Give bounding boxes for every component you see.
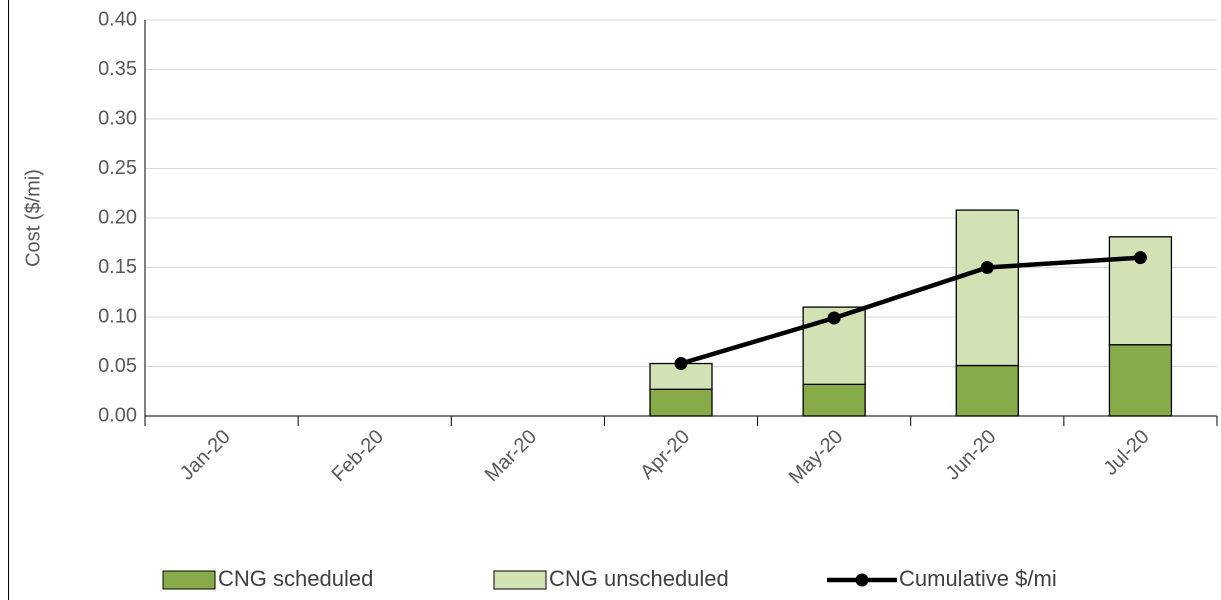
line-marker [980,261,994,274]
legend-label: CNG unscheduled [549,566,729,591]
y-axis-label: Cost ($/mi) [22,169,44,267]
legend-swatch [162,570,216,590]
legend-label: CNG scheduled [218,566,373,591]
line [680,255,1141,366]
x-tick-label: Jul-20 [1100,426,1154,480]
legend-marker [855,573,869,587]
y-tick-label: 0.00 [98,404,137,426]
bar [1108,236,1173,346]
y-tick-label: 0.25 [98,157,137,179]
line-marker [674,357,688,371]
line-marker [1133,251,1147,265]
x-tick-label: Jan-20 [176,426,235,485]
y-tick-label: 0.35 [98,58,137,80]
y-tick-label: 0.10 [98,305,137,327]
bar [649,388,713,417]
bar [802,383,866,417]
x-tick-label: Mar-20 [481,426,541,486]
x-tick-label: Apr-20 [636,426,694,484]
x-tick-label: May-20 [785,426,848,489]
x-tick-label: Jun-20 [942,426,1001,485]
line-marker [827,311,841,325]
y-tick-label: 0.05 [98,355,137,377]
bar [1108,344,1173,417]
bar [955,364,1019,417]
y-tick-label: 0.40 [98,8,137,30]
bar [955,209,1019,367]
y-tick-label: 0.20 [98,206,137,228]
legend-swatch [493,570,547,590]
chart-border [8,0,9,600]
x-tick-label: Feb-20 [328,426,388,486]
y-tick-label: 0.15 [98,256,137,278]
legend: CNG scheduled CNG unscheduled Cumulative $… [162,566,1057,591]
y-tick-label: 0.30 [98,107,137,129]
legend-label: Cumulative $/mi [899,566,1057,591]
